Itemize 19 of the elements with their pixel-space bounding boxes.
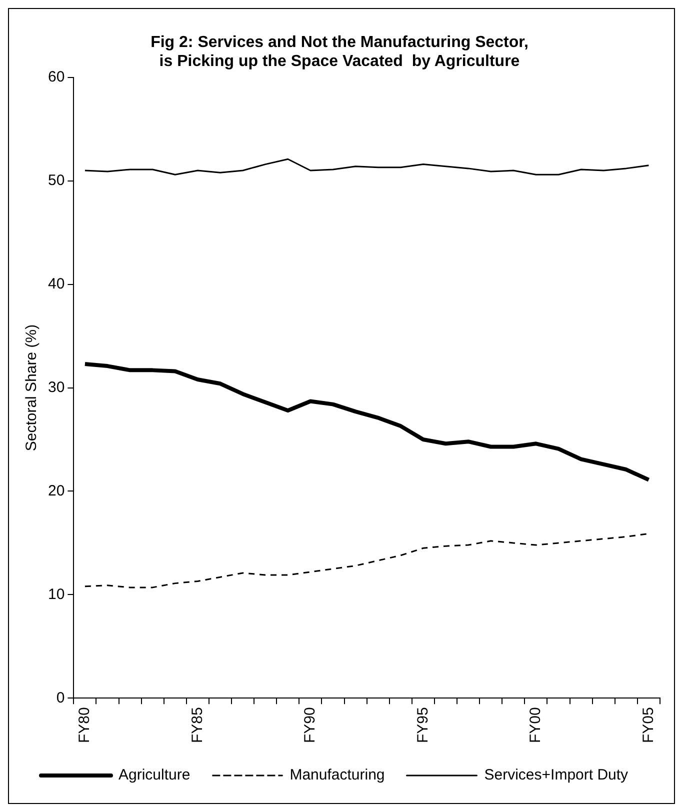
x-tick-label: FY85	[188, 707, 206, 744]
y-tick-label: 0	[56, 689, 65, 706]
x-tick-label: FY05	[640, 707, 657, 744]
legend-label: Services+Import Duty	[484, 766, 629, 784]
y-axis-title: Sectoral Share (%)	[23, 324, 40, 452]
legend-label: Agriculture	[118, 766, 190, 784]
y-tick-label: 10	[48, 586, 65, 603]
y-tick-label: 40	[48, 275, 65, 292]
x-tick-label: FY00	[527, 707, 544, 744]
y-tick-label: 20	[48, 482, 65, 500]
legend-label: Manufacturing	[290, 766, 385, 784]
line-series	[84, 532, 650, 588]
y-tick-label: 50	[48, 172, 65, 189]
x-tick-label: FY80	[76, 707, 94, 744]
chart-title: Fig 2: Services and Not the Manufacturing Sector, is Picking up the Space Vacated by Agriculture	[150, 34, 528, 70]
y-tick-label: 30	[48, 378, 65, 396]
x-tick-label: FY95	[414, 707, 432, 744]
y-tick-label: 60	[48, 68, 65, 86]
x-tick-label: FY90	[302, 707, 319, 744]
